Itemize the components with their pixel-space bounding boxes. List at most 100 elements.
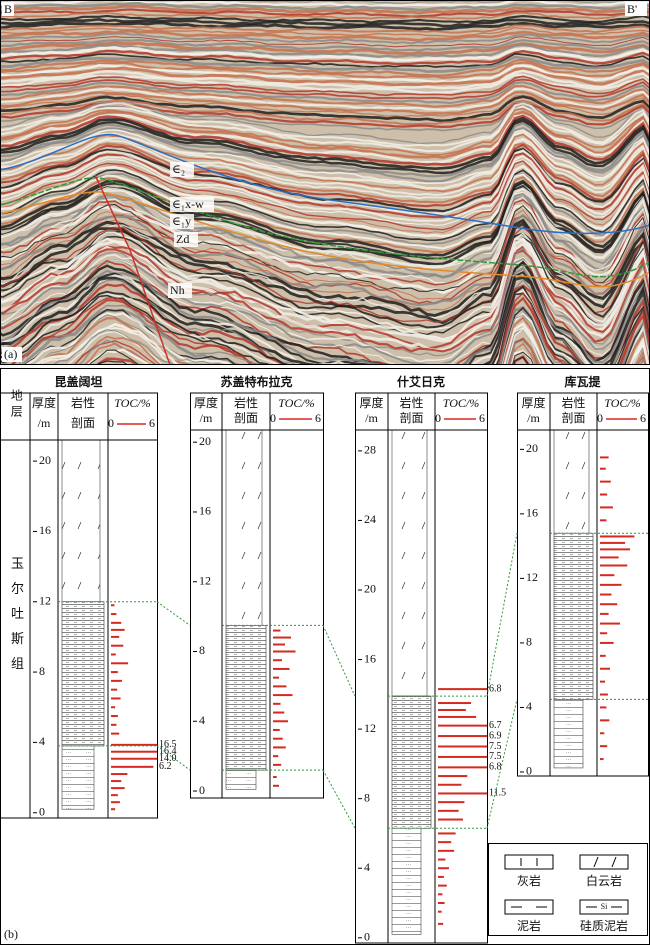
seismic-reflector — [0, 78, 650, 100]
toc-tick-label: 6 — [479, 411, 485, 425]
depth-tick-label: 4 — [526, 699, 532, 713]
seismic-reflector — [0, 218, 650, 317]
lithology-lower — [61, 745, 95, 810]
seismic-reflector — [0, 24, 650, 34]
toc-bar — [438, 715, 477, 718]
toc-bar — [438, 688, 487, 691]
toc-bar — [438, 893, 443, 896]
toc-bar — [600, 632, 608, 635]
depth-tick-label: 20 — [364, 582, 376, 596]
toc-bar — [600, 480, 611, 483]
seismic-reflector — [0, 61, 650, 80]
seismic-reflector — [0, 241, 650, 352]
legend-symbol — [611, 856, 617, 868]
thickness-header: /m — [527, 411, 540, 425]
lithology-formation — [225, 625, 267, 771]
toc-bar — [438, 832, 456, 835]
toc-bar — [600, 706, 607, 709]
toc-bar — [111, 644, 124, 647]
seismic-reflector — [36, 316, 650, 365]
horizon-label: ∈₂ — [172, 162, 185, 176]
seismic-reflector — [0, 122, 650, 178]
thickness-header: /m — [200, 411, 213, 425]
toc-bar — [438, 902, 445, 905]
seismic-reflector — [96, 356, 530, 365]
toc-bar — [600, 493, 608, 496]
lithology-header: 岩性 — [71, 395, 95, 410]
horizon-label-box — [174, 232, 198, 247]
toc-header: TOC/% — [114, 396, 150, 410]
seismic-reflector — [52, 328, 648, 365]
toc-bar — [438, 858, 446, 861]
toc-bar — [111, 653, 116, 656]
seismic-reflector — [0, 139, 650, 200]
seismic-reflector — [0, 292, 650, 365]
seismic-reflector — [95, 354, 531, 365]
depth-tick-label: 8 — [199, 643, 205, 657]
seismic-reflector — [0, 95, 650, 123]
lithology-header: 剖面 — [234, 411, 258, 425]
toc-bar — [111, 662, 129, 665]
seismic-reflector — [0, 254, 650, 363]
toc-bar — [438, 702, 471, 705]
seismic-reflector — [0, 46, 650, 62]
toc-bar — [111, 697, 121, 700]
thickness-header: 厚度 — [521, 395, 545, 410]
seismic-reflector — [0, 247, 650, 357]
toc-value-label: 6.8 — [489, 683, 502, 694]
column-title: 昆盖阔坦 — [54, 374, 102, 389]
seismic-reflector — [0, 237, 650, 343]
seismic-reflector — [35, 314, 650, 365]
toc-value-label: 6.2 — [159, 761, 172, 772]
toc-bar — [600, 467, 606, 470]
toc-bar — [600, 680, 606, 683]
toc-bar — [438, 735, 487, 738]
toc-header: TOC/% — [278, 396, 314, 410]
thickness-header: 厚度 — [194, 395, 218, 410]
toc-bar — [600, 519, 607, 522]
legend-swatch — [504, 854, 554, 870]
seismic-reflector — [0, 179, 650, 257]
seismic-reflector — [0, 137, 650, 196]
seismic-reflector — [0, 11, 650, 20]
formation-name: 玉尔吐斯组 — [9, 556, 24, 681]
thickness-header: 厚度 — [32, 395, 56, 410]
legend-label: 灰岩 — [517, 873, 541, 888]
lithology-formation — [391, 695, 432, 829]
depth-tick-label: 0 — [199, 783, 205, 797]
toc-header: TOC/% — [443, 396, 479, 410]
toc-bar — [111, 628, 125, 631]
toc-bar — [600, 641, 614, 644]
seismic-reflector — [0, 29, 650, 42]
toc-value-label: 6.9 — [489, 730, 502, 741]
seismic-reflector — [66, 327, 648, 365]
toc-value-label: 7.5 — [489, 741, 502, 752]
toc-bar — [111, 787, 125, 790]
depth-tick-label: 20 — [526, 441, 538, 455]
toc-bar — [111, 757, 157, 760]
toc-tick-label: 0 — [597, 411, 603, 425]
seismic-reflector — [0, 275, 650, 365]
depth-tick-label: 28 — [364, 443, 376, 457]
thickness-header: 厚度 — [359, 395, 383, 410]
legend-swatch — [504, 899, 554, 915]
toc-bar — [111, 765, 154, 768]
depth-tick-label: 20 — [199, 434, 211, 448]
seismic-reflector — [0, 43, 650, 58]
legend-symbol — [593, 856, 599, 868]
seismic-reflector — [0, 114, 650, 166]
seismic-reflector — [0, 152, 650, 219]
seismic-reflector — [0, 248, 650, 353]
toc-bar — [600, 719, 610, 722]
seismic-reflector — [0, 84, 650, 108]
lithology-header: 岩性 — [399, 395, 423, 410]
seismic-reflector — [0, 38, 650, 52]
lithology-upper — [61, 439, 101, 603]
toc-bar — [273, 784, 279, 787]
toc-bar — [438, 818, 463, 821]
toc-bar — [438, 801, 465, 804]
stratum-header: 地层 — [9, 389, 23, 421]
seismic-reflector — [0, 41, 650, 56]
toc-bar — [600, 548, 631, 551]
